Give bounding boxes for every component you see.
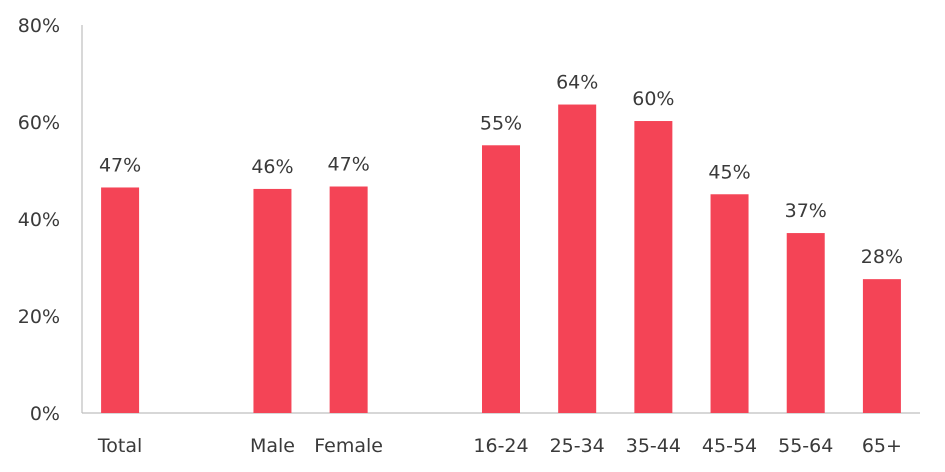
bar	[862, 279, 901, 413]
data-label: 60%	[632, 88, 674, 110]
x-category-label: 25-34	[550, 435, 605, 457]
data-label: 47%	[99, 154, 141, 176]
bar	[101, 187, 140, 413]
x-category-label: 16-24	[473, 435, 528, 457]
data-label: 55%	[480, 112, 522, 134]
bar	[253, 188, 292, 413]
x-category-label: Male	[250, 435, 295, 457]
y-tick-label: 20%	[18, 306, 60, 328]
y-tick-label: 40%	[18, 209, 60, 231]
bar	[710, 194, 749, 413]
x-category-label: 45-54	[702, 435, 757, 457]
x-category-label: 55-64	[778, 435, 833, 457]
bar	[634, 121, 673, 413]
bar	[786, 233, 825, 413]
x-category-label: 35-44	[626, 435, 681, 457]
data-label: 28%	[861, 246, 903, 268]
data-label: 46%	[251, 156, 293, 178]
bar	[329, 186, 368, 413]
data-label: 47%	[328, 154, 370, 176]
bar	[558, 104, 597, 413]
x-category-label: Female	[314, 435, 383, 457]
x-category-label: Total	[97, 435, 142, 457]
y-tick-label: 80%	[18, 15, 60, 37]
data-label: 45%	[708, 161, 750, 183]
x-category-label: 65+	[862, 435, 902, 457]
data-label: 37%	[785, 200, 827, 222]
y-tick-label: 60%	[18, 112, 60, 134]
bar	[482, 145, 520, 413]
data-label: 64%	[556, 72, 598, 94]
y-tick-label: 0%	[30, 403, 60, 425]
